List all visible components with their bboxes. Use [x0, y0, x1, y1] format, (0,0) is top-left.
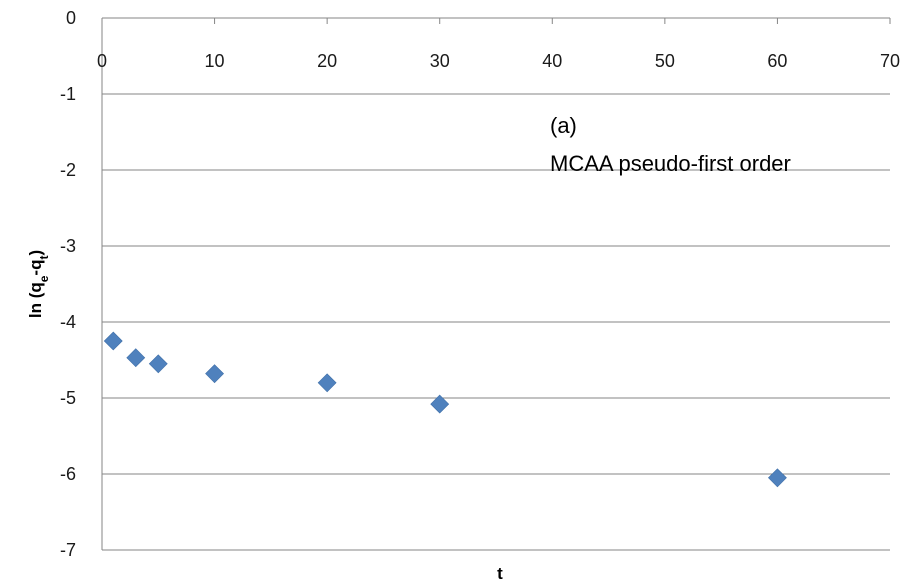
y-tick-labels: 0 -1 -2 -3 -4 -5 -6 -7 — [60, 8, 76, 560]
y-axis-title: ln (qe-qt) — [26, 250, 51, 318]
x-tick-label: 70 — [880, 51, 900, 71]
x-tick-label: 20 — [317, 51, 337, 71]
x-axis-title: t — [497, 564, 503, 583]
data-point-diamond — [430, 394, 450, 414]
y-axis-title-subscript-e: e — [37, 275, 51, 282]
y-tick-label: -5 — [60, 388, 76, 408]
y-tick-label: -1 — [60, 84, 76, 104]
data-point-diamond — [205, 364, 224, 384]
data-point-diamond — [768, 468, 787, 488]
y-tick-label: -7 — [60, 540, 76, 560]
y-tick-label: -6 — [60, 464, 76, 484]
annotation-series-description: MCAA pseudo-first order — [550, 151, 791, 176]
y-tick-label: -4 — [60, 312, 76, 332]
data-point-diamond — [148, 354, 168, 374]
y-axis-title-mid: -q — [26, 260, 45, 276]
x-tick-label: 60 — [767, 51, 787, 71]
data-points — [103, 331, 787, 488]
y-tick-label: -2 — [60, 160, 76, 180]
data-point-diamond — [126, 348, 146, 368]
y-tick-label: -3 — [60, 236, 76, 256]
x-tick-label: 30 — [430, 51, 450, 71]
gridlines — [102, 17, 890, 551]
x-tick-label: 50 — [655, 51, 675, 71]
x-tick-label: 10 — [205, 51, 225, 71]
data-point-diamond — [103, 331, 123, 351]
y-tick-label: 0 — [66, 8, 76, 28]
x-tick-label: 0 — [97, 51, 107, 71]
axes — [101, 18, 891, 550]
x-tick-labels: 0 10 20 30 40 50 60 70 — [97, 51, 900, 71]
y-axis-title-subscript-t: t — [37, 256, 51, 260]
annotation-panel-label: (a) — [550, 113, 577, 138]
data-point-diamond — [317, 373, 337, 393]
y-axis-title-suffix: ) — [26, 250, 45, 256]
x-tick-label: 40 — [542, 51, 562, 71]
y-axis-title-prefix: ln (q — [26, 282, 45, 318]
